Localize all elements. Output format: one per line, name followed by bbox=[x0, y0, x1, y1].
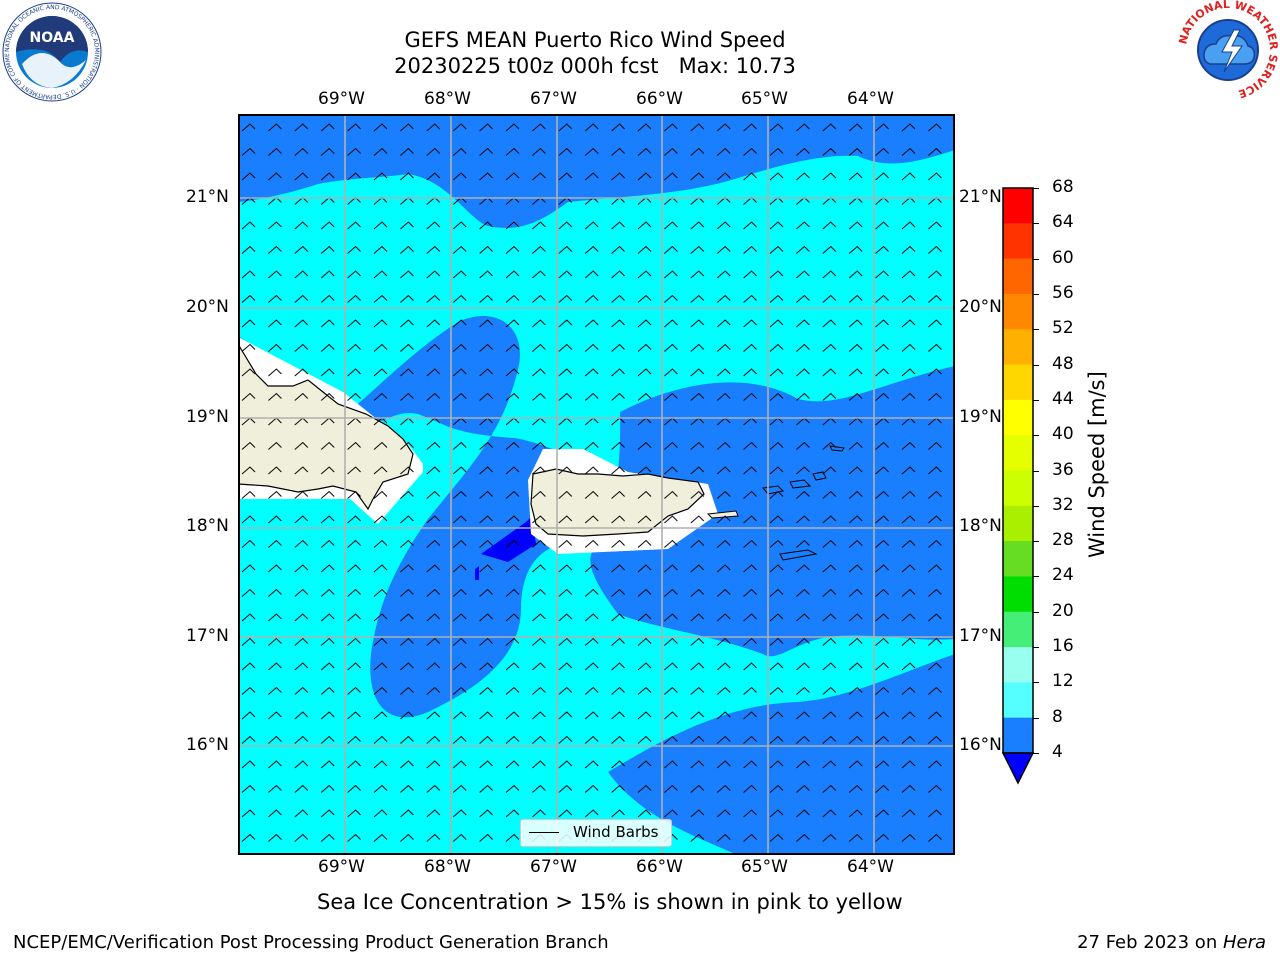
colorbar-band bbox=[1003, 399, 1033, 436]
colorbar bbox=[998, 186, 1038, 786]
noaa-logo: NATIONAL OCEANIC AND ATMOSPHERIC ADMINIS… bbox=[0, 0, 102, 102]
lon-label-top-68w: 68°W bbox=[424, 89, 471, 109]
chart-subtitle: 20230225 t00z 000h fcst Max: 10.73 bbox=[394, 54, 796, 78]
colorbar-tick-mark bbox=[1033, 364, 1039, 366]
colorbar-tick-label: 28 bbox=[1052, 530, 1074, 551]
lat-label-right-16n: 16°N bbox=[959, 735, 1002, 755]
lat-label-right-17n: 17°N bbox=[959, 626, 1002, 646]
colorbar-tick-label: 16 bbox=[1052, 636, 1074, 657]
lon-label-bottom-68w: 68°W bbox=[424, 857, 471, 877]
colorbar-tick-mark bbox=[1033, 753, 1039, 754]
colorbar-band bbox=[1003, 258, 1033, 295]
colorbar-band bbox=[1003, 293, 1033, 330]
colorbar-tick-label: 48 bbox=[1052, 353, 1074, 374]
colorbar-band bbox=[1003, 470, 1033, 507]
lat-label-right-21n: 21°N bbox=[959, 187, 1002, 207]
legend-label: Wind Barbs bbox=[573, 823, 659, 841]
colorbar-tick-mark bbox=[1033, 188, 1039, 189]
colorbar-tick-mark bbox=[1033, 505, 1039, 507]
footer-date: 27 Feb 2023 on bbox=[1077, 932, 1223, 953]
colorbar-tick-mark bbox=[1033, 329, 1039, 331]
colorbar-band bbox=[1003, 541, 1033, 577]
colorbar-tick-mark bbox=[1033, 223, 1039, 225]
lon-label-top-67w: 67°W bbox=[530, 89, 577, 109]
colorbar-tick-mark bbox=[1033, 293, 1039, 295]
nws-logo: NATIONAL WEATHER SERVICE bbox=[1176, 0, 1280, 101]
lon-label-bottom-64w: 64°W bbox=[847, 857, 894, 877]
colorbar-band bbox=[1003, 647, 1033, 683]
sea-ice-note: Sea Ice Concentration > 15% is shown in … bbox=[317, 890, 903, 914]
lon-label-top-65w: 65°W bbox=[741, 89, 788, 109]
colorbar-tick-label: 60 bbox=[1052, 247, 1074, 268]
colorbar-tick-mark bbox=[1033, 399, 1039, 401]
colorbar-tick-label: 44 bbox=[1052, 388, 1074, 409]
lat-label-left-21n: 21°N bbox=[186, 187, 229, 207]
footer-left: NCEP/EMC/Verification Post Processing Pr… bbox=[13, 932, 609, 953]
colorbar-tick-label: 40 bbox=[1052, 424, 1074, 445]
wind-barb-field bbox=[238, 114, 955, 855]
colorbar-tick-mark bbox=[1033, 611, 1039, 613]
colorbar-tick-mark bbox=[1033, 682, 1039, 684]
colorbar-tick-label: 36 bbox=[1052, 459, 1074, 480]
colorbar-tick-label: 8 bbox=[1052, 706, 1063, 727]
lat-label-left-20n: 20°N bbox=[186, 297, 229, 317]
colorbar-tick-mark bbox=[1033, 576, 1039, 578]
colorbar-tick-label: 12 bbox=[1052, 671, 1074, 692]
colorbar-tick-label: 32 bbox=[1052, 494, 1074, 515]
colorbar-tick-label: 68 bbox=[1052, 177, 1074, 197]
colorbar-band bbox=[1003, 188, 1033, 224]
colorbar-band bbox=[1003, 576, 1033, 613]
footer-machine: Hera bbox=[1222, 932, 1266, 953]
lon-label-bottom-69w: 69°W bbox=[318, 857, 365, 877]
lon-label-top-66w: 66°W bbox=[636, 89, 683, 109]
colorbar-band bbox=[1003, 329, 1033, 366]
colorbar-tick-mark bbox=[1033, 647, 1039, 649]
lat-label-right-20n: 20°N bbox=[959, 297, 1002, 317]
colorbar-tick-label: 56 bbox=[1052, 282, 1074, 303]
colorbar-tick-mark bbox=[1033, 717, 1039, 719]
colorbar-band bbox=[1003, 364, 1033, 401]
colorbar-tick-label: 64 bbox=[1052, 212, 1074, 233]
colorbar-label: Wind Speed [m/s] bbox=[1085, 371, 1109, 558]
colorbar-svg bbox=[1001, 187, 1035, 785]
map-panel: Wind Barbs bbox=[238, 114, 955, 855]
lon-label-bottom-67w: 67°W bbox=[530, 857, 577, 877]
colorbar-band bbox=[1003, 717, 1033, 754]
colorbar-extend-arrow bbox=[1001, 752, 1035, 785]
lon-label-bottom-66w: 66°W bbox=[636, 857, 683, 877]
lat-label-left-19n: 19°N bbox=[186, 407, 229, 427]
lon-label-top-69w: 69°W bbox=[318, 89, 365, 109]
colorbar-tick-label: 4 bbox=[1052, 742, 1063, 762]
lon-label-top-64w: 64°W bbox=[847, 89, 894, 109]
colorbar-tick-mark bbox=[1033, 435, 1039, 437]
legend-line-icon bbox=[529, 832, 559, 833]
wind-speed-map bbox=[238, 114, 955, 855]
colorbar-tick-label: 52 bbox=[1052, 318, 1074, 339]
map-legend: Wind Barbs bbox=[520, 819, 672, 847]
colorbar-ticks: 68 64 60 56 52 48 44 40 36 32 28 24 20 16 12 8 4 bbox=[1033, 0, 1100, 960]
footer-right: 27 Feb 2023 on Hera bbox=[1077, 932, 1266, 953]
lat-label-right-19n: 19°N bbox=[959, 407, 1002, 427]
noaa-logo-text: NOAA bbox=[30, 30, 75, 46]
graticule bbox=[238, 114, 955, 855]
lat-label-left-18n: 18°N bbox=[186, 516, 229, 536]
colorbar-band bbox=[1003, 223, 1033, 260]
colorbar-band bbox=[1003, 682, 1033, 719]
lat-label-left-16n: 16°N bbox=[186, 735, 229, 755]
chart-title: GEFS MEAN Puerto Rico Wind Speed bbox=[404, 28, 786, 52]
colorbar-band bbox=[1003, 611, 1033, 648]
colorbar-tick-mark bbox=[1033, 541, 1039, 543]
colorbar-tick-mark bbox=[1033, 258, 1039, 260]
colorbar-tick-mark bbox=[1033, 470, 1039, 472]
lat-label-left-17n: 17°N bbox=[186, 626, 229, 646]
colorbar-tick-label: 24 bbox=[1052, 565, 1074, 586]
colorbar-band bbox=[1003, 505, 1033, 542]
lon-label-bottom-65w: 65°W bbox=[741, 857, 788, 877]
lat-label-right-18n: 18°N bbox=[959, 516, 1002, 536]
colorbar-tick-label: 20 bbox=[1052, 600, 1074, 621]
colorbar-band bbox=[1003, 435, 1033, 471]
